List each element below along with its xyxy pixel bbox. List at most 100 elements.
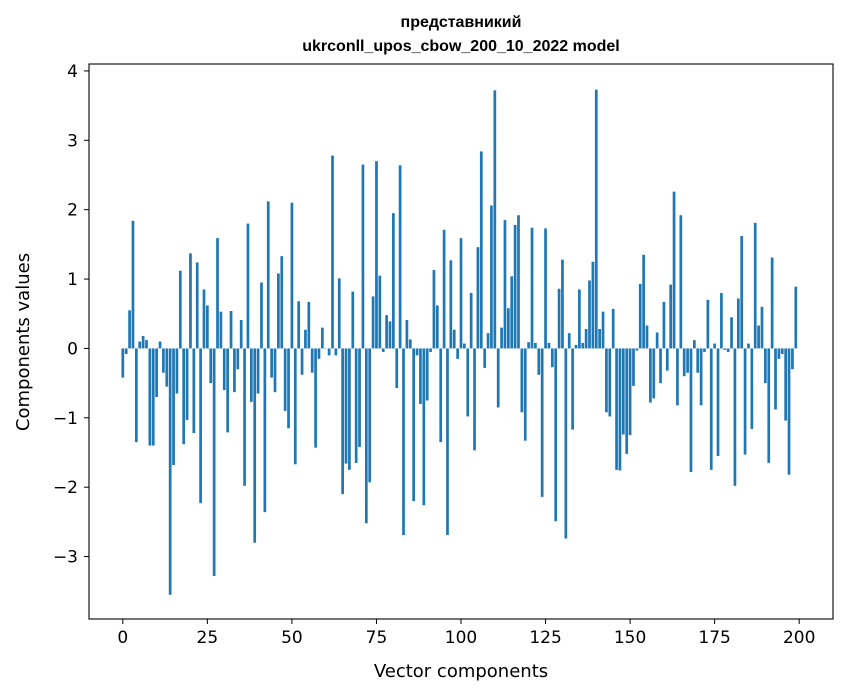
bar — [713, 343, 716, 349]
bar — [388, 321, 392, 349]
bar — [280, 256, 284, 349]
bar — [300, 348, 304, 375]
bar — [625, 348, 629, 454]
bar — [395, 348, 399, 388]
bar — [128, 310, 131, 349]
bar — [446, 348, 449, 536]
bar — [794, 286, 798, 349]
bar — [473, 348, 476, 451]
bar — [530, 227, 534, 349]
x-tick-label: 175 — [698, 628, 730, 648]
bar — [212, 348, 216, 576]
bar — [331, 155, 334, 349]
bar — [422, 348, 426, 506]
bar — [371, 296, 375, 349]
bars-group — [121, 89, 798, 595]
x-tick-label: 75 — [366, 628, 388, 648]
bar — [439, 348, 443, 443]
bar — [649, 348, 652, 403]
bar — [679, 215, 683, 349]
bar — [655, 332, 659, 349]
bar — [375, 161, 378, 349]
bar — [479, 151, 483, 349]
bar — [419, 348, 422, 404]
bar — [517, 215, 520, 349]
bar — [638, 283, 642, 349]
bar — [709, 348, 713, 470]
bar — [287, 348, 290, 429]
bar — [770, 257, 774, 349]
bar — [189, 253, 192, 349]
bar — [608, 348, 612, 417]
bar — [452, 329, 456, 349]
bar — [750, 348, 754, 429]
bar — [730, 317, 733, 349]
bar — [652, 348, 656, 399]
bar — [206, 305, 209, 349]
bar — [557, 288, 561, 349]
bar — [246, 223, 250, 349]
bar — [787, 348, 791, 475]
bar — [297, 301, 301, 349]
bar — [544, 228, 547, 349]
bar — [760, 306, 764, 349]
bar — [659, 348, 662, 384]
bar — [293, 348, 297, 465]
bar — [175, 348, 179, 394]
bar — [402, 348, 405, 536]
x-tick-label: 150 — [614, 628, 646, 648]
bar — [736, 298, 740, 349]
bar — [537, 348, 541, 375]
bar — [703, 348, 706, 352]
bar — [290, 202, 294, 349]
bar — [699, 348, 703, 406]
bar — [266, 201, 270, 349]
chart-title-line-2: ukrconll_upos_cbow_200_10_2022 model — [302, 38, 619, 55]
bar — [209, 348, 213, 384]
bar — [601, 311, 605, 349]
bar — [155, 348, 158, 397]
bar — [676, 348, 679, 406]
bar — [456, 348, 459, 359]
bar — [124, 348, 128, 354]
bar — [310, 348, 314, 373]
bar — [327, 348, 331, 356]
bar — [632, 348, 635, 386]
y-tick-label: 0 — [67, 339, 78, 359]
bar — [199, 348, 202, 504]
y-tick-label: 3 — [67, 131, 78, 151]
bar — [239, 319, 243, 349]
bar — [260, 282, 263, 349]
bar — [131, 220, 135, 349]
chart-title-line-1: представникий — [401, 14, 522, 31]
bar — [351, 291, 355, 349]
x-tick-label: 200 — [783, 628, 815, 648]
bar — [141, 335, 145, 349]
bar — [256, 348, 260, 394]
bar — [628, 348, 632, 436]
bar — [273, 348, 277, 393]
bar — [500, 327, 503, 349]
bar — [784, 348, 788, 421]
bar — [432, 270, 436, 349]
bar — [364, 348, 368, 524]
bar — [571, 348, 574, 430]
bar — [496, 348, 500, 408]
bar — [368, 348, 372, 483]
y-tick-label: −2 — [53, 478, 78, 498]
bar — [476, 247, 480, 349]
bar — [192, 348, 196, 434]
bar — [459, 238, 463, 349]
bar — [534, 342, 537, 349]
bar — [307, 301, 311, 349]
bar — [219, 311, 223, 349]
bar — [692, 340, 696, 349]
bar — [777, 348, 781, 359]
bar — [635, 348, 639, 351]
y-tick-label: 1 — [67, 270, 78, 290]
bar — [398, 165, 402, 349]
bar — [621, 348, 625, 435]
bar — [435, 305, 439, 349]
bar — [151, 348, 155, 446]
